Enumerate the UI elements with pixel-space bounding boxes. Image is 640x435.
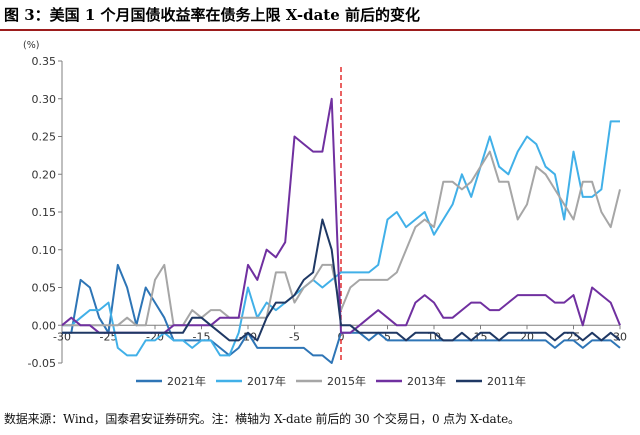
- series-line-2011年: [62, 218, 621, 342]
- y-tick-label: 0.25: [32, 131, 57, 144]
- title-rule: [0, 29, 640, 31]
- line-chart: -0.050.000.050.100.150.200.250.300.35-30…: [28, 55, 627, 388]
- source-note: 数据来源：Wind，国泰君安证券研究。注：横轴为 X-date 前后的 30 个…: [4, 412, 520, 426]
- y-tick-label: -0.05: [28, 357, 56, 370]
- y-tick-label: 0.10: [32, 244, 57, 257]
- x-tick-label: 5: [384, 330, 391, 343]
- y-tick-label: 0.05: [32, 282, 57, 295]
- figure-title: 图 3：美国 1 个月国债收益率在债务上限 X-date 前后的变化: [4, 6, 420, 24]
- chart-axes: -0.050.000.050.100.150.200.250.300.35-30…: [28, 55, 627, 370]
- legend-label: 2021年: [167, 374, 206, 388]
- y-tick-label: 0.20: [32, 168, 57, 181]
- x-tick-label: 0: [338, 330, 345, 343]
- x-tick-label: -5: [289, 330, 300, 343]
- y-tick-label: 0.30: [32, 93, 57, 106]
- series-line-2017年: [62, 120, 620, 357]
- chart-legend: 2021年 2017年 2015年 2013年 2011年: [136, 374, 526, 388]
- y-tick-label: 0.15: [32, 206, 57, 219]
- y-tick-label: 0.35: [32, 55, 57, 68]
- x-tick-label: 30: [613, 330, 627, 343]
- legend-label: 2011年: [487, 374, 526, 388]
- y-tick-label: 0.00: [32, 319, 57, 332]
- legend-label: 2015年: [327, 374, 366, 388]
- legend-label: 2017年: [247, 374, 286, 388]
- legend-label: 2013年: [407, 374, 446, 388]
- chart-series: [61, 97, 621, 364]
- y-unit-label: (%): [23, 40, 40, 51]
